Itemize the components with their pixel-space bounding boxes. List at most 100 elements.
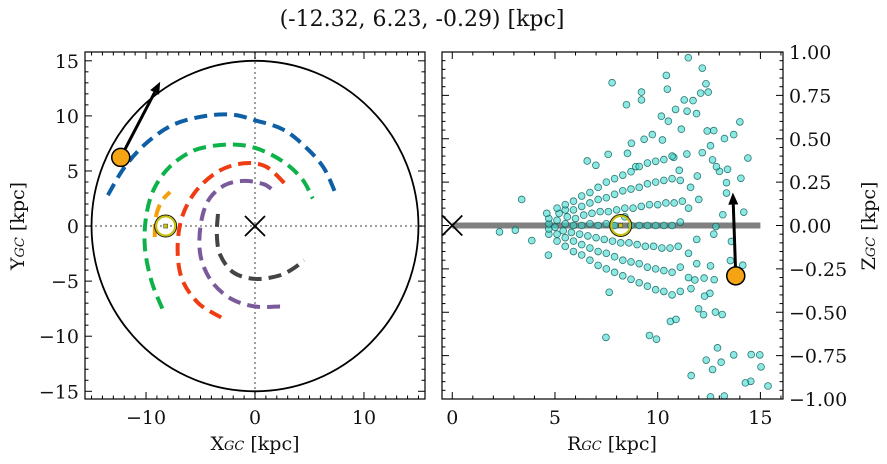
scatter-point: [527, 236, 536, 245]
scatter-point: [736, 118, 744, 126]
scatter-point: [686, 183, 695, 192]
y-tick-label: 0.50: [789, 129, 831, 151]
scatter-point: [668, 152, 676, 160]
figure-title: (-12.32, 6.23, -0.29) [kpc]: [280, 7, 565, 32]
scatter-point: [648, 130, 657, 139]
scatter-point: [718, 310, 726, 319]
scatter-point: [719, 210, 727, 219]
y-tick-label: 5: [67, 161, 79, 183]
scatter-point: [592, 233, 600, 242]
scatter-point: [729, 130, 738, 139]
scatter-point: [594, 261, 602, 270]
scatter-point: [668, 291, 676, 299]
x-tick-label: −10: [126, 407, 166, 429]
sun-marker-ring: [610, 215, 632, 236]
scatter-point: [747, 350, 755, 359]
spiral-arm-5: [197, 178, 281, 310]
plot-area: [442, 53, 772, 399]
scatter-point: [708, 365, 717, 374]
scatter-point: [764, 382, 772, 390]
scatter-point: [627, 258, 635, 266]
scatter-point: [704, 88, 713, 96]
scatter-point: [602, 265, 611, 273]
scatter-point: [602, 193, 611, 202]
scatter-point: [652, 335, 661, 343]
scatter-point: [663, 85, 672, 93]
scatter-point: [584, 232, 592, 240]
scatter-point: [699, 310, 708, 319]
scatter-point: [710, 275, 718, 284]
scatter-point: [668, 174, 676, 183]
scatter-point: [693, 172, 702, 180]
scatter-point: [684, 249, 693, 258]
y-tick-label: −0.50: [789, 302, 847, 324]
y-tick-label: −0.25: [789, 259, 847, 281]
scatter-point: [692, 235, 701, 244]
scatter-point: [627, 167, 635, 176]
scatter-point: [698, 148, 707, 157]
scatter-point: [684, 53, 693, 62]
scatter-point: [623, 149, 632, 158]
scatter-point: [577, 221, 586, 230]
scatter-point: [600, 235, 609, 244]
scatter-point: [604, 207, 613, 216]
scatter-point: [706, 141, 715, 150]
scatter-point: [692, 109, 701, 118]
scatter-point: [677, 125, 686, 134]
scatter-point: [577, 251, 586, 259]
scatter-point: [511, 226, 520, 234]
spiral-arm-1: [106, 112, 339, 198]
scatter-point: [610, 174, 619, 183]
scatter-point: [577, 192, 586, 200]
scatter-point: [592, 161, 600, 170]
scatter-point: [542, 209, 551, 218]
x-tick-label: 10: [352, 407, 376, 429]
scatter-point: [627, 185, 635, 193]
scatter-point: [635, 162, 644, 171]
scatter-point: [660, 221, 668, 230]
object-marker: [110, 147, 131, 168]
scatter-point: [660, 176, 668, 185]
scatter-point: [618, 187, 627, 195]
scatter-point: [723, 165, 732, 174]
y-tick-label: 0.75: [789, 85, 831, 107]
velocity-arrow-head: [728, 192, 739, 205]
scatter-point: [662, 199, 670, 207]
scatter-point: [692, 259, 701, 268]
scatter-point: [708, 156, 717, 164]
scatter-point: [720, 392, 729, 399]
scatter-point: [729, 351, 738, 359]
scatter-point: [680, 96, 688, 104]
scatter-point: [633, 240, 641, 249]
scatter-point: [649, 242, 658, 251]
scatter-point: [737, 174, 745, 183]
scatter-point: [643, 263, 652, 271]
scatter-point: [577, 202, 586, 211]
scatter-point: [553, 204, 561, 212]
scatter-point: [651, 265, 660, 273]
scatter-point: [741, 379, 750, 387]
scatter-point: [738, 261, 747, 270]
x-tick-label: 15: [748, 407, 772, 429]
scatter-point: [694, 304, 703, 313]
scatter-point: [675, 166, 684, 175]
sun-marker-center: [618, 223, 623, 228]
scatter-point: [637, 202, 646, 211]
scatter-point: [594, 247, 602, 256]
plot-area: [85, 52, 425, 399]
scatter-point: [696, 89, 705, 97]
scatter-point: [602, 178, 611, 186]
sun-marker-ring: [155, 215, 177, 237]
scatter-point: [637, 88, 646, 96]
scatter-point: [676, 218, 685, 226]
galactic-center-marker: [442, 214, 463, 237]
scatter-point: [703, 127, 711, 135]
scatter-point: [627, 139, 636, 148]
sun-marker-center: [163, 223, 168, 229]
scatter-point: [668, 221, 676, 230]
scatter-point: [660, 155, 668, 164]
scatter-point: [668, 268, 676, 277]
velocity-arrow-shaft: [119, 91, 156, 159]
scatter-point: [755, 351, 764, 359]
scatter-point: [569, 221, 578, 230]
